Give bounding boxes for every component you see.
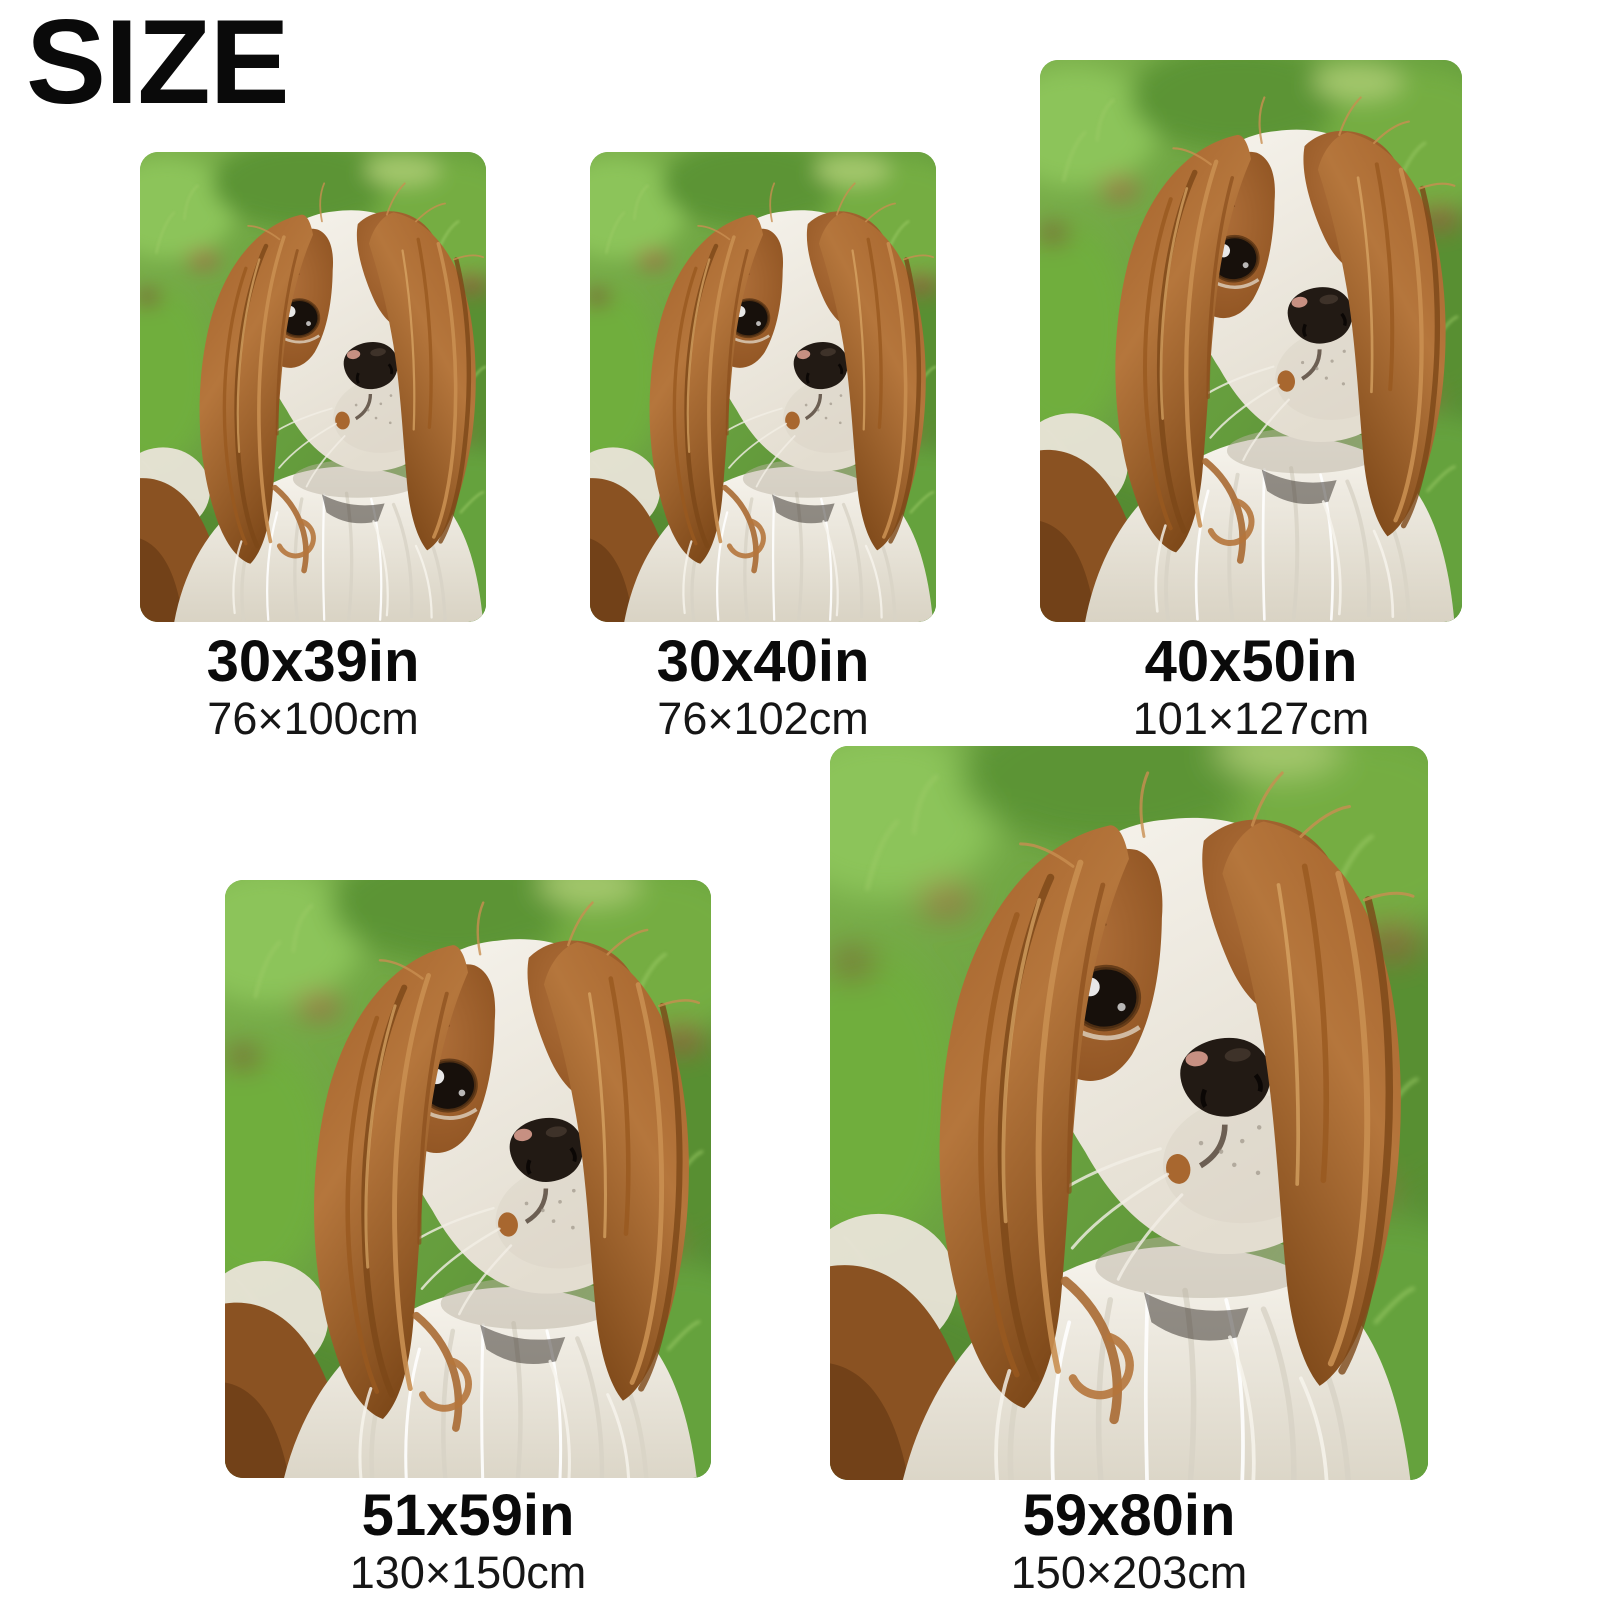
size-label-inches: 30x39in bbox=[206, 629, 420, 694]
size-label-inches: 59x80in bbox=[1022, 1483, 1236, 1548]
dog-photo bbox=[140, 152, 486, 622]
size-card-59x80 bbox=[830, 746, 1428, 1480]
size-card-51x59 bbox=[225, 880, 711, 1478]
size-label-block: 30x40in 76×102cm bbox=[590, 630, 936, 744]
size-label-block: 59x80in 150×203cm bbox=[830, 1484, 1428, 1598]
dog-photo bbox=[830, 746, 1428, 1480]
size-card-40x50 bbox=[1040, 60, 1462, 622]
dog-photo bbox=[225, 880, 711, 1478]
page-title: SIZE bbox=[26, 0, 290, 129]
size-label-block: 30x39in 76×100cm bbox=[140, 630, 486, 744]
size-label-cm: 101×127cm bbox=[1132, 692, 1370, 744]
size-card-30x39 bbox=[140, 152, 486, 622]
dog-photo bbox=[1040, 60, 1462, 622]
size-label-cm: 130×150cm bbox=[349, 1546, 587, 1598]
size-label-inches: 40x50in bbox=[1144, 629, 1358, 694]
size-label-cm: 76×100cm bbox=[207, 692, 419, 744]
size-label-block: 40x50in 101×127cm bbox=[1040, 630, 1462, 744]
size-label-inches: 30x40in bbox=[656, 629, 870, 694]
dog-photo bbox=[590, 152, 936, 622]
size-card-30x40 bbox=[590, 152, 936, 622]
size-label-inches: 51x59in bbox=[361, 1483, 575, 1548]
size-label-block: 51x59in 130×150cm bbox=[225, 1484, 711, 1598]
size-label-cm: 76×102cm bbox=[657, 692, 869, 744]
size-label-cm: 150×203cm bbox=[1010, 1546, 1248, 1598]
